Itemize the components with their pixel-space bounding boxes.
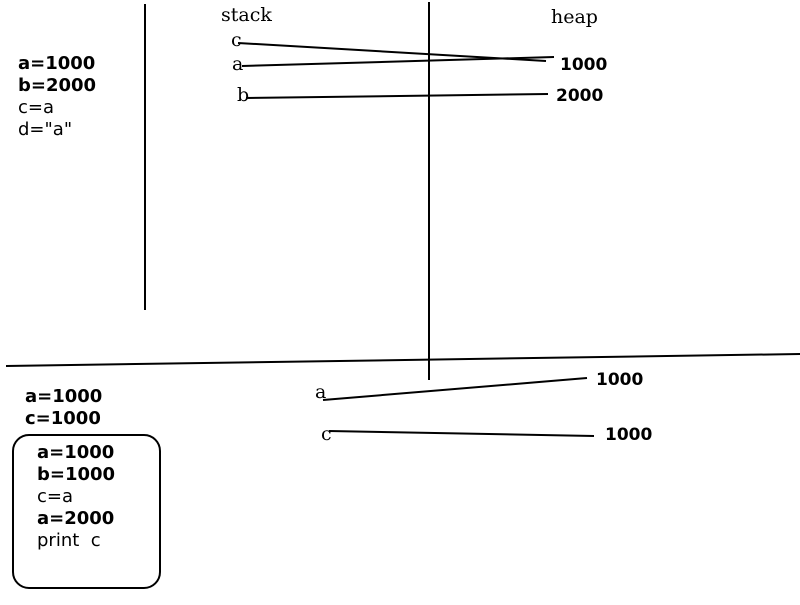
pointer-bottom-a-to-1000: [322, 377, 588, 401]
stack-var-c: c: [231, 29, 242, 51]
top-code-line-1: a=1000: [18, 53, 96, 74]
heap-header: heap: [551, 6, 598, 28]
bottom-code-line-2: c=1000: [25, 408, 101, 429]
box-code-line-3: c=a: [37, 486, 74, 507]
heap-value-2000: 2000: [556, 86, 604, 106]
box-code-line-5: print c: [37, 530, 101, 551]
box-code-line-4: a=2000: [37, 508, 115, 529]
top-code-line-4: d="a": [18, 119, 73, 140]
bottom-code-line-1: a=1000: [25, 386, 103, 407]
stack-var-b: b: [237, 84, 250, 106]
box-code-line-2: b=1000: [37, 464, 116, 485]
pointer-a-to-1000: [241, 56, 555, 67]
bottom-value-c-1000: 1000: [605, 425, 653, 445]
box-code-line-1: a=1000: [37, 442, 115, 463]
bottom-var-a: a: [315, 381, 327, 403]
bottom-value-a-1000: 1000: [596, 370, 644, 390]
stack-var-a: a: [232, 53, 244, 75]
bottom-var-c: c: [321, 423, 332, 445]
pointer-b-to-2000: [245, 93, 549, 99]
top-code-line-3: c=a: [18, 97, 55, 118]
stack-header: stack: [221, 4, 272, 26]
code-box: [12, 434, 161, 589]
pointer-bottom-c-to-1000: [328, 430, 595, 437]
heap-value-1000: 1000: [560, 55, 608, 75]
top-code-line-2: b=2000: [18, 75, 97, 96]
horizontal-divider: [5, 353, 800, 367]
